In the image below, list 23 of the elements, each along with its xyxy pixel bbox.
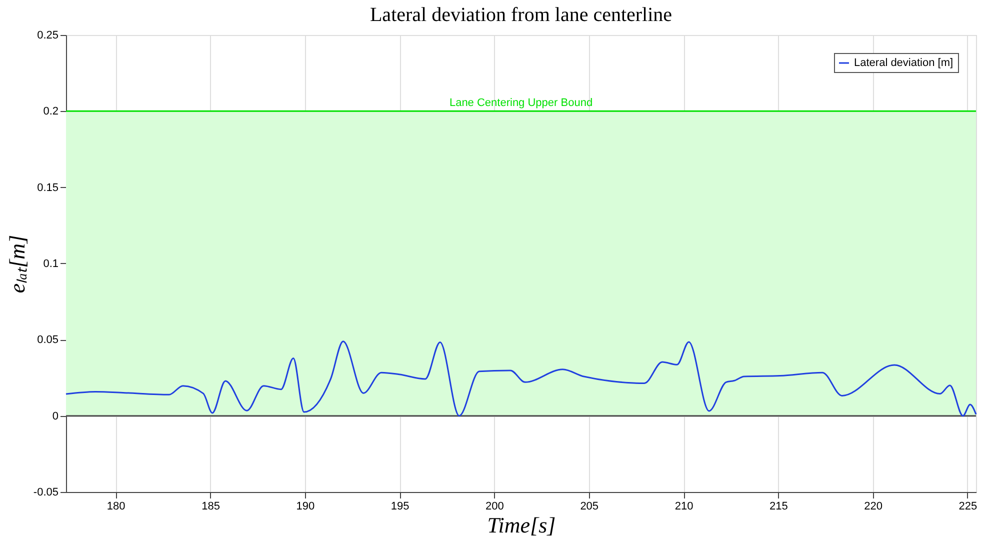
chart-title: Lateral deviation from lane centerline <box>370 4 672 26</box>
x-tick-label: 195 <box>390 500 410 512</box>
y-axis-title: eₗₐₜ[m] <box>4 234 30 294</box>
x-tick-label: 200 <box>486 500 504 512</box>
y-tick-label: -0.05 <box>33 486 58 498</box>
x-tick-label: 205 <box>580 500 599 512</box>
x-tick-label: 225 <box>958 500 978 512</box>
x-axis-title: Time[s] <box>487 512 556 538</box>
y-tick-label: 0.05 <box>37 334 58 346</box>
x-tick-label: 190 <box>296 500 315 512</box>
y-tick-label: 0.2 <box>43 106 58 118</box>
x-tick-label: 185 <box>202 500 220 512</box>
x-tick-label: 220 <box>864 500 883 512</box>
x-tick-label: 180 <box>106 500 126 512</box>
y-tick-label: 0.1 <box>43 258 58 270</box>
ref-line-label: Lane Centering Upper Bound <box>449 97 593 110</box>
x-tick-label: 215 <box>769 500 788 512</box>
legend-label: Lateral deviation [m] <box>854 57 954 69</box>
y-tick-label: 0 <box>52 410 58 422</box>
y-tick-label: 0.15 <box>37 182 58 194</box>
line-series <box>65 340 977 417</box>
x-tick-label: 210 <box>674 500 694 512</box>
y-tick-label: 0.25 <box>37 30 58 42</box>
